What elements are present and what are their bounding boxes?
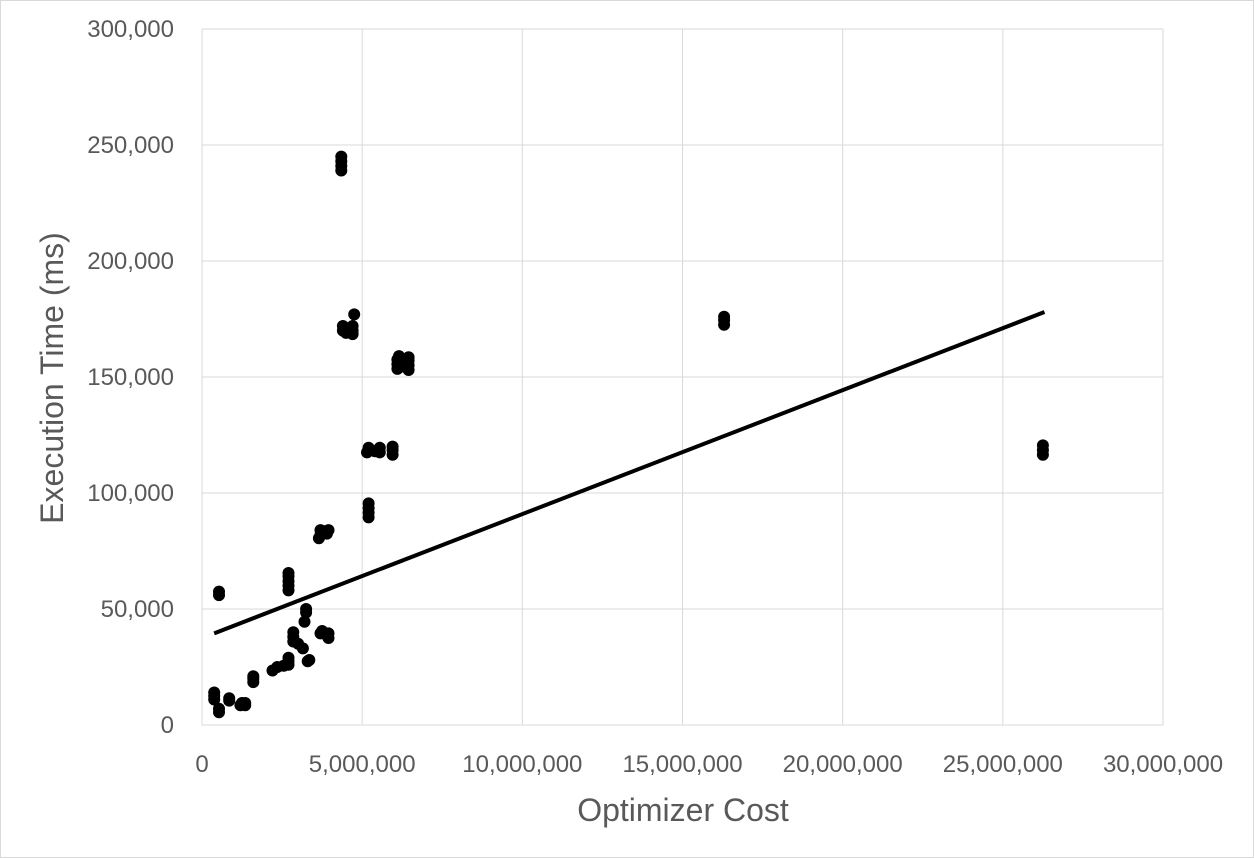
x-tick-label: 10,000,000 bbox=[462, 751, 582, 778]
x-tick-label: 5,000,000 bbox=[309, 751, 416, 778]
x-tick-label: 15,000,000 bbox=[622, 751, 742, 778]
data-point bbox=[247, 670, 260, 683]
x-tick-label: 30,000,000 bbox=[1103, 751, 1223, 778]
data-point bbox=[296, 642, 309, 655]
data-point bbox=[402, 351, 415, 364]
data-point bbox=[1036, 439, 1049, 452]
y-tick-label: 250,000 bbox=[87, 132, 174, 159]
data-point bbox=[300, 603, 313, 615]
x-axis-title: Optimizer Cost bbox=[577, 792, 789, 828]
x-tick-label: 25,000,000 bbox=[943, 751, 1063, 778]
data-point bbox=[322, 627, 335, 640]
y-tick-label: 300,000 bbox=[87, 16, 174, 43]
y-axis-title: Execution Time (ms) bbox=[34, 232, 70, 524]
data-point bbox=[223, 692, 236, 705]
data-point bbox=[335, 150, 348, 163]
y-axis-ticks: 0 50,000 100,000 150,000 200,000 250,000 300,0… bbox=[87, 16, 174, 739]
gridlines bbox=[201, 28, 1164, 726]
data-point bbox=[213, 702, 225, 715]
y-tick-label: 200,000 bbox=[87, 248, 174, 275]
data-point bbox=[718, 310, 731, 323]
data-point bbox=[213, 585, 225, 598]
data-point bbox=[208, 686, 221, 699]
data-point bbox=[348, 308, 361, 321]
data-point bbox=[282, 651, 295, 664]
trendline-path bbox=[213, 310, 1046, 636]
data-point bbox=[386, 440, 399, 453]
data-point bbox=[346, 320, 359, 332]
x-tick-label: 20,000,000 bbox=[783, 751, 903, 778]
data-point bbox=[282, 567, 295, 579]
data-point bbox=[322, 524, 335, 537]
data-point bbox=[303, 654, 316, 666]
data-point bbox=[287, 626, 300, 639]
data-point bbox=[239, 697, 252, 709]
x-axis-ticks: 0 5,000,000 10,000,000 15,000,000 20,000,000… bbox=[195, 751, 1223, 778]
y-tick-label: 150,000 bbox=[87, 364, 174, 391]
data-points bbox=[208, 150, 1049, 719]
data-point bbox=[362, 497, 375, 510]
trendline bbox=[213, 310, 1046, 636]
x-tick-label: 0 bbox=[195, 751, 208, 778]
data-point bbox=[373, 441, 386, 454]
data-point bbox=[298, 615, 311, 628]
y-tick-label: 0 bbox=[161, 712, 174, 739]
y-tick-label: 50,000 bbox=[101, 596, 174, 623]
y-tick-label: 100,000 bbox=[87, 480, 174, 507]
